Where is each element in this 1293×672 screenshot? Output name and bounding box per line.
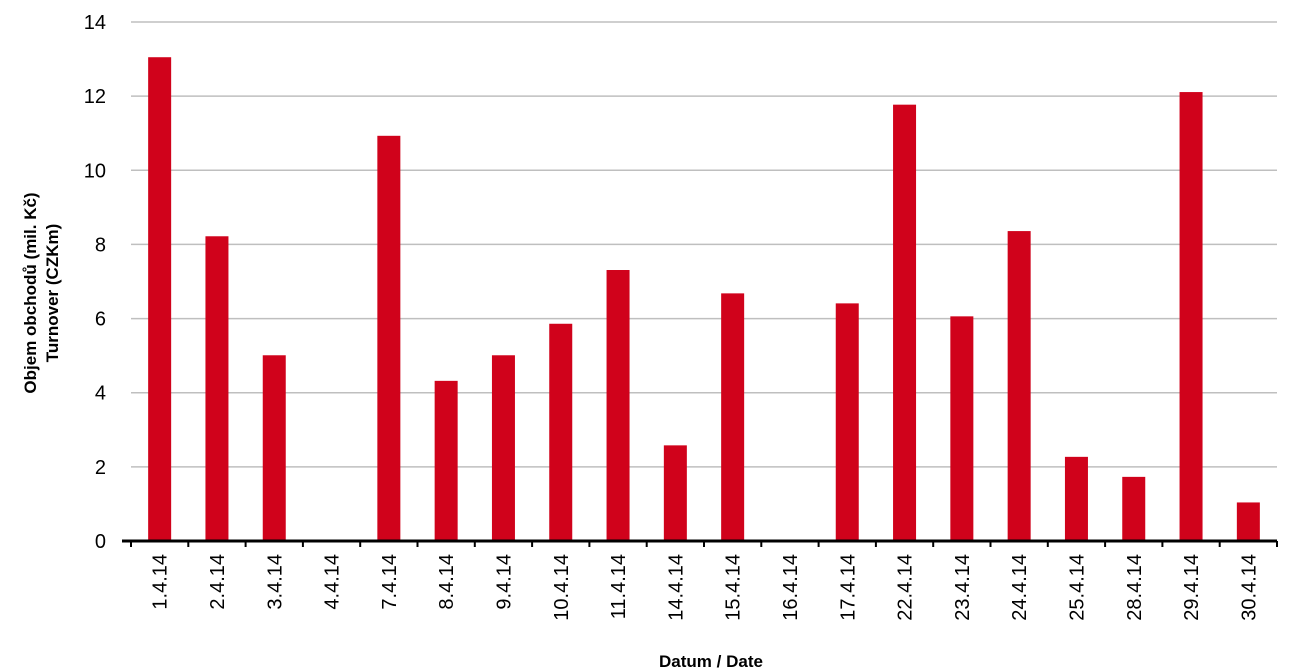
x-tick-label: 9.4.14 <box>493 554 515 610</box>
y-axis-title-line1: Objem obchodů (mil. Kč) <box>21 192 40 393</box>
bar <box>434 380 458 541</box>
x-tick-label: 16.4.14 <box>780 554 802 621</box>
y-tick-label: 6 <box>95 309 106 331</box>
x-tick-label: 29.4.14 <box>1181 554 1203 621</box>
bar <box>1236 502 1260 541</box>
y-tick-label: 12 <box>84 86 106 108</box>
x-tick-label: 4.4.14 <box>322 554 344 610</box>
bars <box>148 57 1260 542</box>
y-tick-label: 0 <box>95 531 106 553</box>
bar <box>835 303 859 541</box>
gridlines <box>131 21 1277 468</box>
x-tick-label: 23.4.14 <box>952 554 974 621</box>
x-tick-label: 15.4.14 <box>723 554 745 621</box>
x-tick-label: 2.4.14 <box>207 554 229 610</box>
x-tick-label: 10.4.14 <box>551 554 573 621</box>
bar <box>1122 476 1146 541</box>
x-tick-label: 1.4.14 <box>150 554 172 610</box>
bar <box>1064 456 1088 541</box>
bar <box>606 270 630 541</box>
x-tick-label: 17.4.14 <box>837 554 859 621</box>
bar <box>205 236 229 541</box>
axes <box>122 539 1278 547</box>
bar <box>549 323 573 541</box>
x-tick-labels: 1.4.14 2.4.14 3.4.14 4.4.14 7.4.14 8.4.14 9.4.… <box>150 554 1261 621</box>
y-tick-label: 14 <box>84 12 106 34</box>
bar <box>1007 231 1031 541</box>
y-tick-label: 8 <box>95 234 106 256</box>
bar <box>148 57 172 541</box>
y-tick-label: 2 <box>95 457 106 479</box>
x-axis-title: Datum / Date <box>659 652 763 671</box>
x-tick-label: 28.4.14 <box>1124 554 1146 621</box>
x-tick-label: 3.4.14 <box>264 554 286 610</box>
bar <box>262 355 286 541</box>
bar <box>893 104 917 542</box>
y-tick-label: 10 <box>84 160 106 182</box>
x-tick-label: 30.4.14 <box>1238 554 1260 621</box>
x-tick-label: 8.4.14 <box>436 554 458 610</box>
x-tick-label: 11.4.14 <box>608 554 630 619</box>
x-tick-label: 25.4.14 <box>1066 554 1088 621</box>
bar <box>663 445 687 541</box>
bar <box>377 135 401 542</box>
x-tick-label: 24.4.14 <box>1009 554 1031 621</box>
x-tick-label: 14.4.14 <box>665 554 687 621</box>
bar <box>491 355 515 541</box>
y-tick-label: 4 <box>95 383 106 405</box>
x-tick-label: 22.4.14 <box>895 554 917 621</box>
bar <box>1179 92 1203 541</box>
x-tick-label: 7.4.14 <box>379 554 401 610</box>
y-tick-labels: 0 2 4 6 8 10 12 14 <box>84 12 106 553</box>
bar <box>721 293 745 541</box>
y-axis-title-line2: Turnover (CZKm) <box>43 224 62 363</box>
bar <box>950 316 974 541</box>
